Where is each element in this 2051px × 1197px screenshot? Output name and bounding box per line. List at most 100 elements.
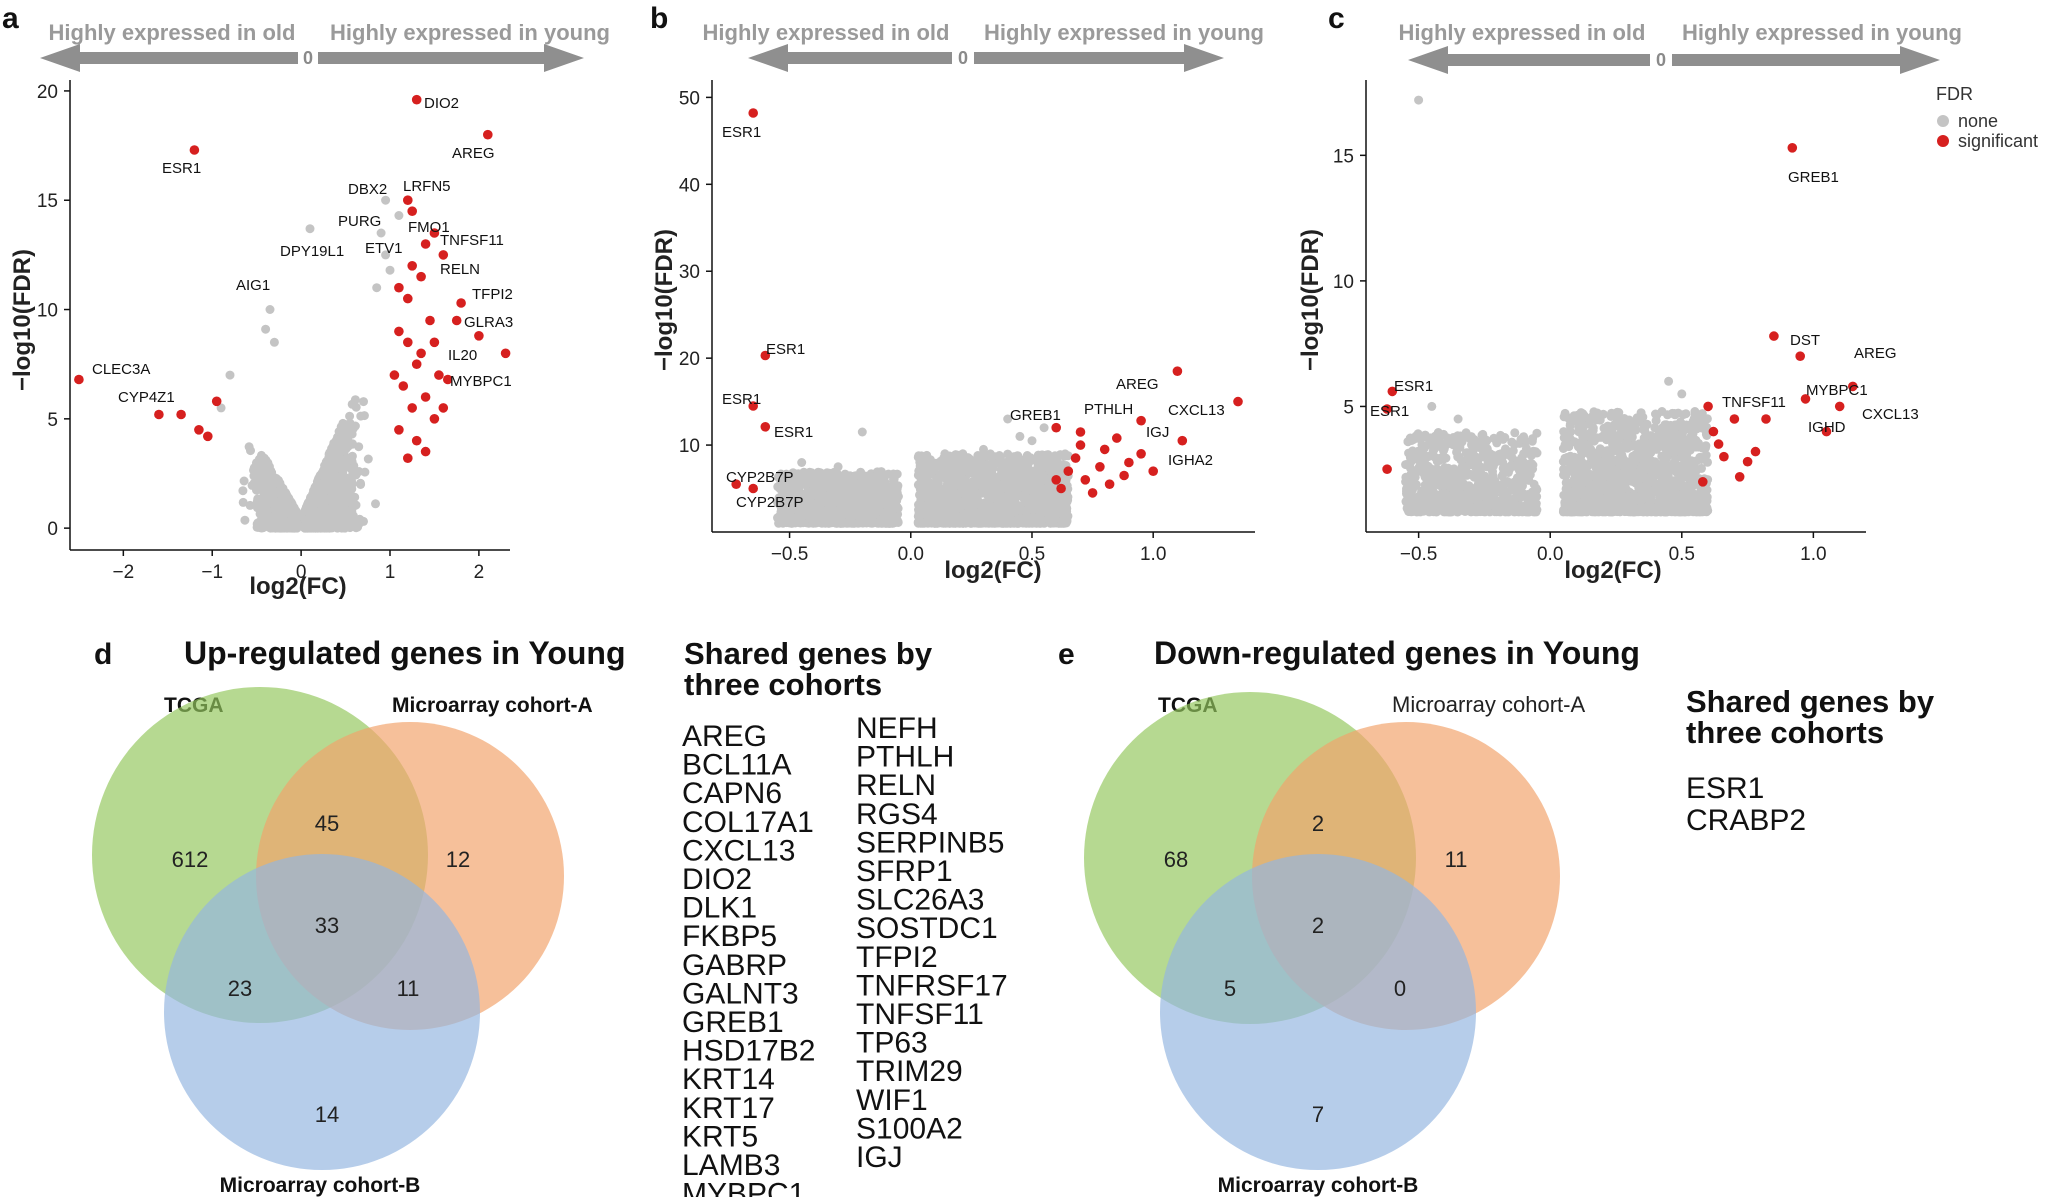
point-significant xyxy=(1119,470,1129,481)
arrow-left-a xyxy=(40,44,298,72)
point-none xyxy=(1003,414,1013,424)
point-none xyxy=(856,489,866,499)
x-tick-label: 0.0 xyxy=(898,544,924,565)
y-tick-label: 40 xyxy=(679,175,700,196)
gene-label: TNFSF11 xyxy=(440,232,504,249)
point-none xyxy=(953,460,963,470)
point-none xyxy=(1060,492,1070,502)
point-none xyxy=(821,517,831,527)
point-significant xyxy=(211,396,222,407)
arrow-young-label-b: Highly expressed in young xyxy=(984,20,1264,45)
point-none xyxy=(881,478,890,488)
point-none xyxy=(935,471,945,481)
point-none xyxy=(843,494,853,504)
point-significant xyxy=(411,94,422,105)
point-none xyxy=(360,467,370,477)
point-none xyxy=(984,487,994,497)
point-significant xyxy=(748,108,758,118)
point-none xyxy=(328,512,338,522)
x-tick-label: −0.5 xyxy=(771,544,809,565)
point-none xyxy=(875,517,885,527)
point-none xyxy=(974,518,984,528)
point-none xyxy=(273,503,283,513)
panel-label-d: d xyxy=(94,638,112,671)
point-none xyxy=(381,250,391,260)
point-significant xyxy=(1063,466,1074,477)
gene-label: DIO2 xyxy=(424,95,459,112)
arrow-old-label-b: Highly expressed in old xyxy=(703,20,950,45)
point-significant xyxy=(194,425,204,435)
point-none xyxy=(831,494,841,504)
point-none xyxy=(323,480,333,490)
point-none xyxy=(347,429,357,439)
point-significant xyxy=(411,359,422,370)
points-significant-b xyxy=(731,108,1243,498)
point-none xyxy=(964,494,974,504)
point-significant xyxy=(398,381,409,391)
gene-label: RELN xyxy=(440,261,480,278)
point-none xyxy=(238,497,248,507)
point-none xyxy=(271,521,281,531)
point-none xyxy=(1023,504,1033,514)
gene-label: FMO1 xyxy=(408,219,450,236)
point-significant xyxy=(420,392,431,402)
gene-label: PTHLH xyxy=(1084,401,1133,418)
point-none xyxy=(917,485,927,495)
point-none xyxy=(944,465,954,475)
y-tick-label: 10 xyxy=(679,436,700,457)
point-none xyxy=(262,483,272,493)
point-none xyxy=(266,496,276,506)
point-none xyxy=(238,486,248,496)
point-significant xyxy=(1172,366,1183,377)
point-none xyxy=(1023,460,1033,470)
gene-label: GREB1 xyxy=(1010,407,1061,424)
point-none xyxy=(244,442,254,452)
point-significant xyxy=(438,250,449,260)
point-significant xyxy=(1148,466,1158,477)
gene-labels-b: ESR1 ESR1 ESR1 ESR1 CYP2B7P CYP2B7P GREB… xyxy=(722,124,1225,511)
point-none xyxy=(282,518,292,528)
point-none xyxy=(1010,499,1019,509)
point-none xyxy=(851,495,861,505)
point-none xyxy=(1034,491,1044,501)
gene-label: AREG xyxy=(1116,376,1159,393)
point-significant xyxy=(389,370,400,380)
points-none-a xyxy=(216,195,404,533)
point-none xyxy=(993,514,1003,524)
point-significant xyxy=(1051,475,1061,485)
arrow-young-label-c: Highly expressed in young xyxy=(1682,20,1962,45)
point-none xyxy=(331,460,340,470)
point-significant xyxy=(403,337,413,348)
point-significant xyxy=(483,129,493,140)
point-none xyxy=(986,459,995,469)
gene-label: IL20 xyxy=(448,347,477,364)
point-significant xyxy=(1095,462,1105,472)
point-none xyxy=(797,458,807,467)
point-none xyxy=(823,494,833,504)
point-none xyxy=(813,472,823,482)
point-none xyxy=(789,492,799,502)
point-none xyxy=(997,501,1007,511)
point-significant xyxy=(1056,483,1066,494)
point-none xyxy=(996,470,1006,480)
point-none xyxy=(337,502,347,512)
point-none xyxy=(270,488,280,498)
point-none xyxy=(356,478,365,488)
point-significant xyxy=(416,348,426,359)
points-none-c xyxy=(1401,95,1713,517)
gene-labels-a: DIO2 AREG ESR1 LRFN5 DBX2 PURG FMO1 TNFS… xyxy=(92,95,513,406)
gene-label: DBX2 xyxy=(348,181,387,198)
point-significant xyxy=(1104,479,1115,490)
point-none xyxy=(306,523,316,533)
point-significant xyxy=(760,422,771,432)
point-significant xyxy=(203,431,213,442)
gene-label: ETV1 xyxy=(365,240,403,257)
point-significant xyxy=(420,239,431,249)
point-none xyxy=(1015,431,1025,441)
gene-label: TFPI2 xyxy=(472,286,513,303)
point-none xyxy=(882,518,892,528)
point-significant xyxy=(403,453,413,464)
point-none xyxy=(1005,461,1015,471)
y-axis-title-a: −log10(FDR) xyxy=(9,249,36,391)
